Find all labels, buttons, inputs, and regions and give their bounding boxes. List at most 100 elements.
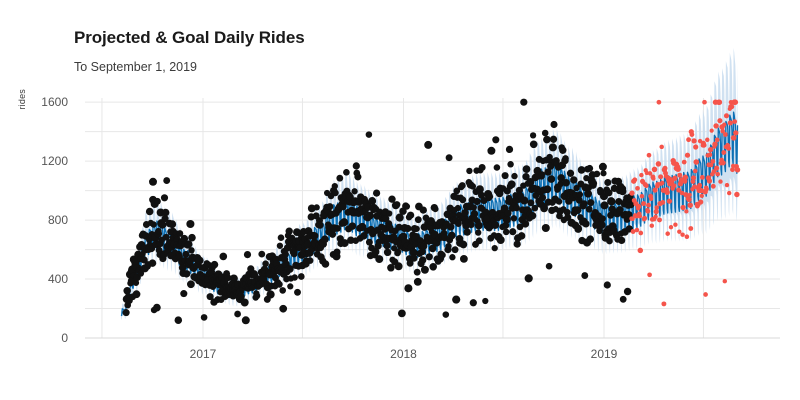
- actual-ride-point: [541, 223, 550, 233]
- goal-ride-point: [710, 158, 716, 164]
- goal-ride-point: [720, 160, 726, 166]
- actual-ride-point: [505, 145, 514, 154]
- actual-ride-point: [507, 180, 516, 189]
- actual-ride-point: [365, 131, 373, 138]
- goal-ride-point: [687, 202, 693, 208]
- goal-ride-point: [680, 204, 686, 211]
- goal-ride-point: [664, 189, 670, 196]
- y-axis-tick-labels: 0 400 800 1200 1600: [16, 0, 68, 400]
- actual-ride-point: [445, 242, 452, 250]
- actual-ride-point: [451, 246, 459, 254]
- actual-ride-point: [340, 239, 349, 248]
- goal-ride-point: [705, 137, 710, 143]
- actual-ride-point: [386, 210, 393, 217]
- goal-ride-point: [646, 152, 652, 158]
- goal-ride-point: [682, 174, 689, 181]
- actual-ride-point: [623, 287, 632, 296]
- actual-ride-point: [452, 295, 461, 304]
- goal-ride-point: [692, 168, 698, 174]
- goal-ride-point: [649, 196, 654, 201]
- actual-ride-point: [544, 168, 552, 176]
- goal-ride-point: [656, 99, 662, 105]
- actual-ride-point: [492, 136, 500, 144]
- goal-ride-point: [704, 186, 709, 192]
- actual-ride-point: [627, 201, 635, 209]
- actual-ride-point: [326, 203, 334, 211]
- actual-ride-point: [163, 177, 171, 185]
- goal-ride-point: [651, 166, 658, 173]
- actual-ride-point: [132, 290, 141, 299]
- goal-ride-point: [727, 120, 733, 126]
- actual-ride-point: [582, 220, 590, 228]
- actual-ride-point: [406, 259, 414, 267]
- goal-ride-point: [690, 179, 696, 184]
- actual-ride-point: [413, 225, 420, 232]
- actual-ride-point: [258, 250, 266, 258]
- actual-ride-point: [581, 272, 589, 280]
- actual-ride-point: [618, 187, 627, 196]
- actual-ride-point: [509, 228, 517, 236]
- actual-ride-point: [407, 211, 415, 219]
- goal-ride-point: [732, 119, 738, 124]
- actual-ride-point: [339, 203, 347, 211]
- actual-ride-point: [184, 240, 193, 249]
- actual-ride-point: [162, 233, 170, 241]
- actual-ride-point: [358, 222, 367, 231]
- actual-ride-point: [482, 208, 490, 216]
- actual-ride-point: [463, 228, 471, 236]
- actual-ride-point: [148, 259, 157, 267]
- goal-ride-point: [723, 113, 730, 119]
- actual-ride-point: [413, 268, 421, 276]
- actual-ride-point: [477, 191, 486, 199]
- actual-ride-point: [575, 196, 583, 204]
- actual-ride-point: [395, 213, 404, 222]
- actual-ride-point: [122, 309, 130, 317]
- actual-ride-point: [470, 204, 477, 211]
- goal-ride-point: [693, 159, 700, 165]
- actual-ride-point: [576, 191, 584, 198]
- goal-ride-point: [668, 225, 674, 230]
- actual-ride-point: [340, 218, 349, 227]
- actual-ride-point: [598, 215, 606, 223]
- actual-ride-point: [467, 221, 475, 229]
- actual-ride-point: [502, 228, 510, 236]
- actual-ride-point: [412, 241, 419, 248]
- actual-ride-point: [351, 188, 358, 195]
- actual-ride-point: [586, 235, 595, 243]
- goal-ride-point: [679, 190, 685, 196]
- actual-ride-point: [474, 221, 483, 230]
- actual-ride-point: [366, 211, 374, 220]
- goal-ride-point: [661, 301, 667, 307]
- goal-ride-point: [730, 167, 735, 173]
- actual-ride-point: [583, 174, 590, 182]
- goal-ride-point: [644, 170, 649, 176]
- goal-ride-point: [676, 187, 682, 193]
- actual-ride-point: [449, 254, 456, 261]
- actual-ride-point: [311, 232, 319, 240]
- goal-ride-point: [662, 165, 668, 171]
- actual-ride-point: [237, 292, 245, 301]
- actual-ride-point: [188, 247, 195, 254]
- actual-ride-point: [486, 193, 494, 201]
- goal-ride-point: [723, 132, 728, 137]
- goal-ride-point: [666, 198, 673, 204]
- goal-ride-point: [722, 122, 727, 127]
- actual-ride-point: [183, 270, 191, 277]
- actual-ride-point: [428, 244, 437, 253]
- goal-ride-point: [690, 175, 697, 181]
- actual-ride-point: [403, 203, 411, 210]
- actual-ride-point: [513, 240, 521, 248]
- goal-ride-point: [684, 234, 690, 239]
- actual-ride-point: [619, 295, 627, 303]
- actual-ride-point: [559, 146, 567, 154]
- actual-ride-point: [145, 207, 154, 216]
- actual-ride-point: [249, 284, 256, 291]
- actual-ride-point: [174, 316, 183, 324]
- actual-ride-point: [334, 224, 342, 232]
- actual-ride-point: [285, 227, 293, 235]
- actual-ride-point: [187, 280, 195, 289]
- actual-ride-point: [491, 221, 500, 229]
- actual-points-group: [122, 98, 635, 325]
- actual-ride-point: [529, 140, 538, 149]
- actual-ride-point: [383, 241, 391, 250]
